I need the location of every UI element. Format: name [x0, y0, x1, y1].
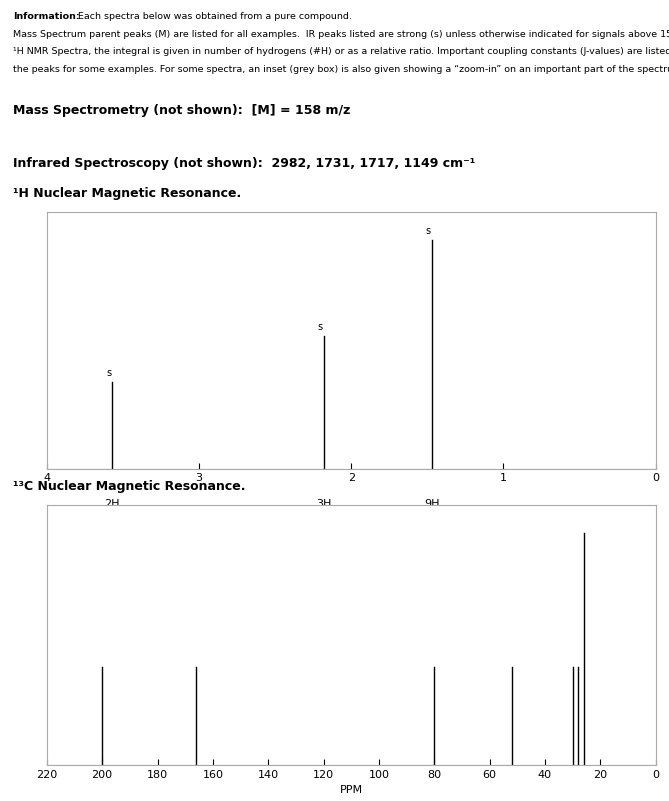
Text: 2H: 2H [104, 499, 120, 509]
Text: Information:: Information: [13, 12, 80, 21]
Text: the peaks for some examples. For some spectra, an inset (grey box) is also given: the peaks for some examples. For some sp… [13, 65, 669, 74]
Text: ¹³C Nuclear Magnetic Resonance.: ¹³C Nuclear Magnetic Resonance. [13, 480, 246, 493]
Text: Infrared Spectroscopy (not shown):  2982, 1731, 1717, 1149 cm⁻¹: Infrared Spectroscopy (not shown): 2982,… [13, 156, 476, 170]
Text: 3H: 3H [316, 499, 332, 509]
X-axis label: PPM: PPM [340, 509, 363, 518]
X-axis label: PPM: PPM [340, 785, 363, 795]
Text: Mass Spectrum parent peaks (M) are listed for all examples.  IR peaks listed are: Mass Spectrum parent peaks (M) are liste… [13, 30, 669, 38]
Text: s: s [318, 323, 323, 332]
Text: s: s [425, 227, 431, 236]
Text: Mass Spectrometry (not shown):  [M] = 158 m/z: Mass Spectrometry (not shown): [M] = 158… [13, 103, 351, 117]
Text: 9H: 9H [424, 499, 440, 509]
Text: ¹H NMR Spectra, the integral is given in number of hydrogens (#H) or as a relati: ¹H NMR Spectra, the integral is given in… [13, 47, 669, 56]
Text: ¹H Nuclear Magnetic Resonance.: ¹H Nuclear Magnetic Resonance. [13, 187, 242, 200]
Text: Each spectra below was obtained from a pure compound.: Each spectra below was obtained from a p… [72, 12, 352, 21]
Text: s: s [106, 368, 111, 378]
